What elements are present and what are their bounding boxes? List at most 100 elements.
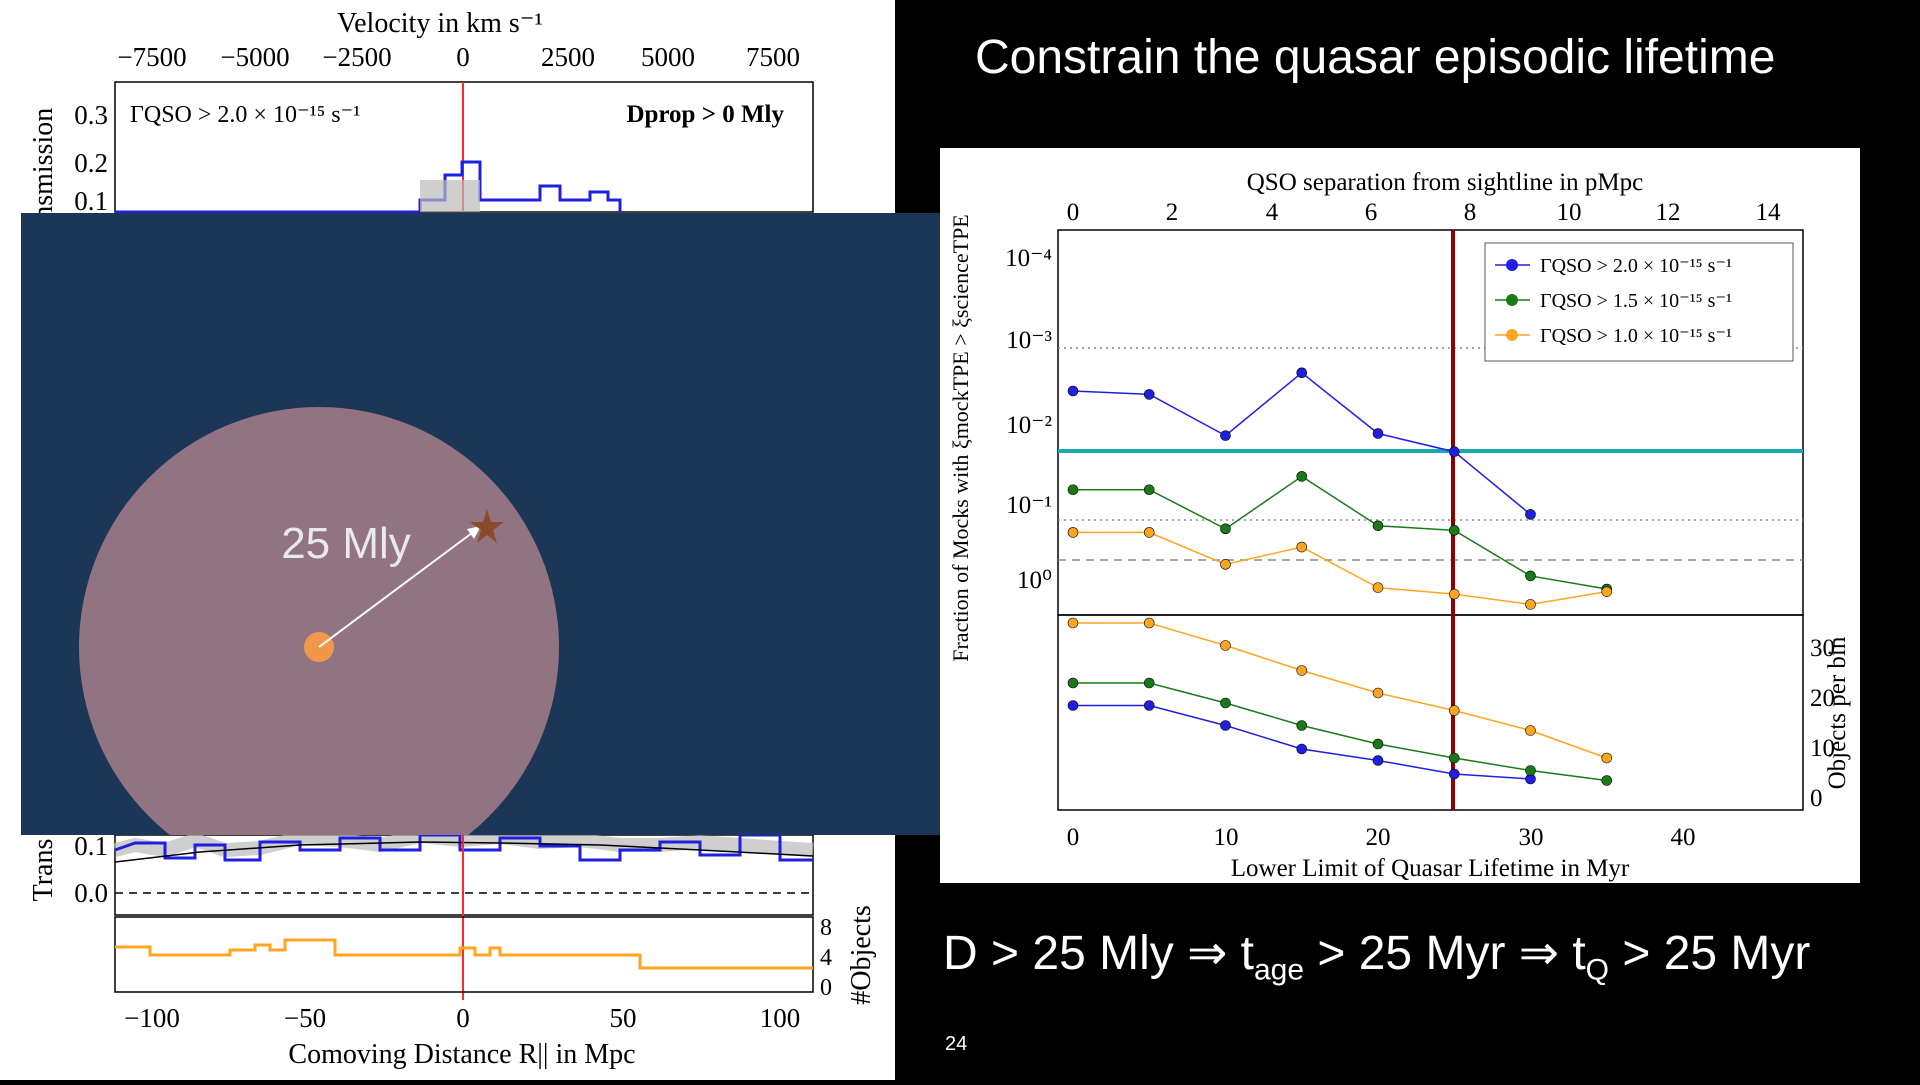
page-number: 24 (945, 1033, 968, 1055)
bottom-x-ticks: 0 10 20 30 40 (1067, 824, 1696, 851)
top-x-tick: 6 (1365, 199, 1378, 226)
fraction-point (1525, 599, 1536, 610)
formula-part: D > 25 Mly ⇒ t (943, 927, 1254, 980)
x-tick: 20 (1366, 824, 1391, 851)
objects-point (1143, 617, 1155, 629)
objects-ticks: 8 4 0 (820, 915, 832, 1001)
upper-error-band (420, 180, 480, 212)
objects-point (1067, 700, 1079, 711)
distance-overlay: 25 Mly (21, 213, 951, 887)
fraction-point (1448, 525, 1460, 536)
y-tick: 10⁻³ (1006, 327, 1052, 354)
bottom-axis-label: Comoving Distance R|| in Mpc (288, 1039, 635, 1070)
top-x-tick: 14 (1756, 199, 1782, 226)
objects-point (1448, 768, 1460, 780)
x-tick: 0 (1067, 824, 1080, 851)
radius-arrow (318, 529, 477, 648)
fraction-point (1525, 509, 1536, 520)
objects-point (1448, 705, 1460, 716)
objects-series-line (1073, 704, 1531, 780)
objects-series-line (1073, 622, 1608, 759)
top-x-tick: 0 (1067, 199, 1080, 226)
x-tick: 40 (1671, 824, 1696, 851)
y-tick: 0 (1810, 785, 1823, 812)
bottom-tick: 50 (610, 1003, 637, 1033)
fraction-point (1601, 586, 1613, 597)
objects-point (1220, 640, 1231, 651)
objects-point (1220, 697, 1231, 709)
bottom-tick: −50 (284, 1003, 326, 1033)
lifetime-chart-panel: QSO separation from sightline in pMpc 0 … (940, 148, 1860, 883)
y-axis-label-top: ansmission (28, 108, 59, 232)
top-x-tick: 8 (1464, 199, 1477, 226)
bottom-tick: 0 (456, 1003, 470, 1033)
y-tick: 10 (1810, 735, 1835, 762)
bottom-tick: −100 (124, 1003, 180, 1033)
top-tick: 5000 (641, 42, 695, 72)
objects-axis-label: #Objects (846, 905, 877, 1005)
objects-point (1067, 617, 1079, 629)
legend-label: ΓQSO > 1.0 × 10⁻¹⁵ s⁻¹ (1540, 325, 1732, 347)
fraction-point (1220, 523, 1231, 535)
y-tick: 10⁻¹ (1006, 492, 1052, 519)
fraction-point (1525, 570, 1536, 582)
y-tick: 0.2 (74, 148, 108, 178)
top-tick: −2500 (322, 42, 391, 72)
objects-tick: 0 (820, 975, 832, 1001)
arrow-head (467, 526, 481, 539)
light-sphere (79, 407, 559, 887)
y-tick: 10⁻² (1006, 412, 1052, 439)
bottom-x-axis-label: Lower Limit of Quasar Lifetime in Myr (1231, 855, 1630, 882)
y-tick: 30 (1810, 635, 1835, 662)
y-axis-label-bottom: Trans (28, 839, 59, 902)
objects-point (1296, 743, 1308, 755)
y-tick: 0.1 (74, 831, 108, 861)
legend-entry: ΓQSO > 1.0 × 10⁻¹⁵ s⁻¹ (1495, 325, 1732, 347)
top-axis-label: Velocity in km s⁻¹ (337, 8, 543, 39)
slide-title: Constrain the quasar episodic lifetime (975, 31, 1776, 84)
legend-label: ΓQSO > 2.0 × 10⁻¹⁵ s⁻¹ (1540, 255, 1732, 277)
objects-point (1220, 720, 1231, 731)
legend-entry: ΓQSO > 1.5 × 10⁻¹⁵ s⁻¹ (1495, 290, 1732, 312)
top-x-ticks: 0 2 4 6 8 10 12 14 (1067, 199, 1781, 226)
fraction-point (1296, 367, 1308, 379)
objects-point (1525, 765, 1536, 776)
top-tick: −7500 (117, 42, 186, 72)
upper-y-ticks: 10⁻⁴ 10⁻³ 10⁻² 10⁻¹ 10⁰ (1005, 245, 1052, 594)
legend-swatch-dot (1506, 294, 1518, 306)
top-x-tick: 12 (1656, 199, 1681, 226)
fraction-point (1220, 559, 1231, 570)
fraction-series-line (1072, 371, 1531, 516)
fraction-point (1143, 527, 1155, 538)
fraction-point (1067, 527, 1079, 538)
objects-point (1143, 700, 1155, 711)
y-tick: 0.0 (74, 878, 108, 908)
objects-point (1601, 752, 1613, 764)
fraction-point (1372, 582, 1384, 593)
top-tick: 0 (456, 42, 470, 72)
objects-point (1372, 687, 1384, 699)
objects-point (1372, 755, 1384, 766)
gamma-annotation: ΓQSO > 2.0 × 10⁻¹⁵ s⁻¹ (130, 102, 360, 128)
objects-point (1601, 775, 1613, 786)
fraction-point (1143, 389, 1155, 400)
bottom-ticks: −100 −50 0 50 100 (124, 1003, 800, 1033)
y-tick: 10⁻⁴ (1005, 245, 1052, 272)
objects-point (1296, 720, 1308, 731)
y-tick: 0.1 (74, 186, 108, 216)
fraction-series-line (1073, 531, 1607, 606)
bottom-tick: 100 (760, 1003, 801, 1033)
y-tick: 10⁰ (1017, 567, 1052, 594)
x-tick: 10 (1214, 824, 1239, 851)
legend-entry: ΓQSO > 2.0 × 10⁻¹⁵ s⁻¹ (1495, 255, 1732, 277)
legend-swatch-dot (1506, 259, 1518, 271)
y-tick: 20 (1810, 685, 1835, 712)
top-x-tick: 2 (1166, 199, 1179, 226)
y-tick: 0.3 (74, 100, 108, 130)
fraction-point (1296, 471, 1308, 482)
lower-axes-frame (1057, 614, 1804, 811)
left-y-axis-label: Fraction of Mocks with ξmockTPE > ξscien… (948, 214, 973, 662)
fraction-point (1143, 484, 1155, 496)
right-y-axis-label: Objects per bin (1824, 636, 1851, 789)
top-x-axis-label: QSO separation from sightline in pMpc (1247, 169, 1643, 196)
